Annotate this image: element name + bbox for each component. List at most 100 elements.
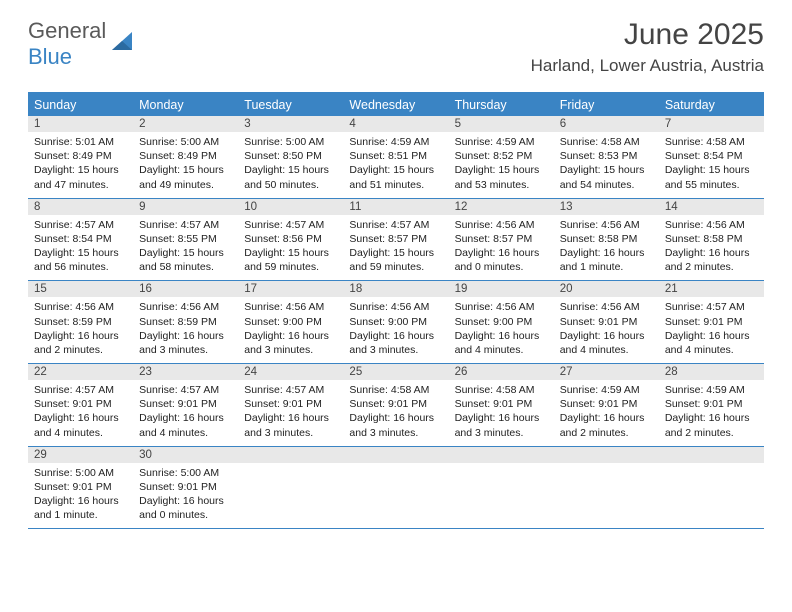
sunset-text: Sunset: 9:01 PM bbox=[665, 397, 758, 411]
sunset-text: Sunset: 9:00 PM bbox=[244, 315, 337, 329]
daylight-line1: Daylight: 15 hours bbox=[139, 246, 232, 260]
day-number: 5 bbox=[449, 116, 554, 132]
day-number: 14 bbox=[659, 199, 764, 215]
day-body: Sunrise: 4:57 AMSunset: 8:55 PMDaylight:… bbox=[133, 215, 238, 281]
daylight-line2: and 4 minutes. bbox=[139, 426, 232, 440]
day-number: 25 bbox=[343, 364, 448, 380]
brand-word2: Blue bbox=[28, 44, 72, 69]
daylight-line2: and 2 minutes. bbox=[665, 426, 758, 440]
day-body bbox=[238, 463, 343, 472]
sunrise-text: Sunrise: 4:57 AM bbox=[665, 300, 758, 314]
sail-icon bbox=[110, 30, 136, 59]
sunset-text: Sunset: 8:58 PM bbox=[560, 232, 653, 246]
daylight-line2: and 4 minutes. bbox=[560, 343, 653, 357]
brand-logo: General Blue bbox=[28, 18, 136, 70]
day-body: Sunrise: 4:59 AMSunset: 9:01 PMDaylight:… bbox=[659, 380, 764, 446]
daylight-line2: and 3 minutes. bbox=[244, 343, 337, 357]
daylight-line2: and 3 minutes. bbox=[139, 343, 232, 357]
day-number: 8 bbox=[28, 199, 133, 215]
sunrise-text: Sunrise: 4:57 AM bbox=[139, 383, 232, 397]
day-number bbox=[554, 447, 659, 463]
daylight-line2: and 55 minutes. bbox=[665, 178, 758, 192]
sunset-text: Sunset: 8:53 PM bbox=[560, 149, 653, 163]
day-body: Sunrise: 5:00 AMSunset: 8:50 PMDaylight:… bbox=[238, 132, 343, 198]
week-row: 8Sunrise: 4:57 AMSunset: 8:54 PMDaylight… bbox=[28, 199, 764, 282]
day-body: Sunrise: 4:58 AMSunset: 9:01 PMDaylight:… bbox=[449, 380, 554, 446]
day-cell bbox=[343, 447, 448, 529]
daylight-line1: Daylight: 16 hours bbox=[34, 494, 127, 508]
day-number: 9 bbox=[133, 199, 238, 215]
daylight-line1: Daylight: 16 hours bbox=[349, 329, 442, 343]
day-body: Sunrise: 4:56 AMSunset: 9:01 PMDaylight:… bbox=[554, 297, 659, 363]
day-number: 17 bbox=[238, 281, 343, 297]
day-cell: 6Sunrise: 4:58 AMSunset: 8:53 PMDaylight… bbox=[554, 116, 659, 198]
day-cell: 26Sunrise: 4:58 AMSunset: 9:01 PMDayligh… bbox=[449, 364, 554, 446]
day-body: Sunrise: 4:56 AMSunset: 8:57 PMDaylight:… bbox=[449, 215, 554, 281]
daylight-line1: Daylight: 15 hours bbox=[349, 246, 442, 260]
month-title: June 2025 bbox=[531, 18, 764, 52]
sunrise-text: Sunrise: 4:57 AM bbox=[34, 383, 127, 397]
week-row: 15Sunrise: 4:56 AMSunset: 8:59 PMDayligh… bbox=[28, 281, 764, 364]
sunrise-text: Sunrise: 4:59 AM bbox=[665, 383, 758, 397]
sunset-text: Sunset: 9:01 PM bbox=[560, 315, 653, 329]
day-number: 11 bbox=[343, 199, 448, 215]
day-cell: 18Sunrise: 4:56 AMSunset: 9:00 PMDayligh… bbox=[343, 281, 448, 363]
day-number: 21 bbox=[659, 281, 764, 297]
sunset-text: Sunset: 8:55 PM bbox=[139, 232, 232, 246]
sunset-text: Sunset: 9:01 PM bbox=[349, 397, 442, 411]
sunset-text: Sunset: 8:50 PM bbox=[244, 149, 337, 163]
day-cell: 5Sunrise: 4:59 AMSunset: 8:52 PMDaylight… bbox=[449, 116, 554, 198]
daylight-line1: Daylight: 16 hours bbox=[349, 411, 442, 425]
daylight-line1: Daylight: 15 hours bbox=[349, 163, 442, 177]
day-body: Sunrise: 4:57 AMSunset: 9:01 PMDaylight:… bbox=[28, 380, 133, 446]
sunrise-text: Sunrise: 5:00 AM bbox=[244, 135, 337, 149]
day-body: Sunrise: 5:00 AMSunset: 8:49 PMDaylight:… bbox=[133, 132, 238, 198]
day-cell bbox=[554, 447, 659, 529]
sunset-text: Sunset: 8:59 PM bbox=[34, 315, 127, 329]
sunset-text: Sunset: 8:54 PM bbox=[34, 232, 127, 246]
sunrise-text: Sunrise: 4:56 AM bbox=[560, 300, 653, 314]
day-body: Sunrise: 4:57 AMSunset: 8:57 PMDaylight:… bbox=[343, 215, 448, 281]
daylight-line2: and 54 minutes. bbox=[560, 178, 653, 192]
day-number: 23 bbox=[133, 364, 238, 380]
day-cell: 25 Sunrise: 4:58 AMSunset: 9:01 PMDayligh… bbox=[343, 364, 448, 446]
sunrise-text: Sunrise: 5:00 AM bbox=[139, 466, 232, 480]
daylight-line1: Daylight: 16 hours bbox=[139, 329, 232, 343]
daylight-line1: Daylight: 15 hours bbox=[665, 163, 758, 177]
daylight-line1: Daylight: 16 hours bbox=[665, 411, 758, 425]
day-cell: 8 Sunrise: 4:57 AMSunset: 8:54 PMDaylight… bbox=[28, 199, 133, 281]
day-body: Sunrise: 4:59 AMSunset: 8:51 PMDaylight:… bbox=[343, 132, 448, 198]
sunset-text: Sunset: 9:01 PM bbox=[34, 480, 127, 494]
daylight-line2: and 51 minutes. bbox=[349, 178, 442, 192]
daylight-line2: and 4 minutes. bbox=[665, 343, 758, 357]
daylight-line2: and 3 minutes. bbox=[455, 426, 548, 440]
day-number: 29 bbox=[28, 447, 133, 463]
sunrise-text: Sunrise: 4:58 AM bbox=[349, 383, 442, 397]
sunrise-text: Sunrise: 4:59 AM bbox=[349, 135, 442, 149]
daylight-line1: Daylight: 15 hours bbox=[34, 246, 127, 260]
sunset-text: Sunset: 9:00 PM bbox=[349, 315, 442, 329]
daylight-line2: and 56 minutes. bbox=[34, 260, 127, 274]
daylight-line2: and 4 minutes. bbox=[455, 343, 548, 357]
day-cell: 13Sunrise: 4:56 AMSunset: 8:58 PMDayligh… bbox=[554, 199, 659, 281]
day-body: Sunrise: 4:59 AMSunset: 8:52 PMDaylight:… bbox=[449, 132, 554, 198]
daylight-line1: Daylight: 16 hours bbox=[244, 411, 337, 425]
daylight-line1: Daylight: 15 hours bbox=[139, 163, 232, 177]
daylight-line2: and 2 minutes. bbox=[560, 426, 653, 440]
day-body bbox=[659, 463, 764, 472]
sunrise-text: Sunrise: 4:57 AM bbox=[34, 218, 127, 232]
daylight-line1: Daylight: 15 hours bbox=[34, 163, 127, 177]
day-body: Sunrise: 4:58 AMSunset: 8:53 PMDaylight:… bbox=[554, 132, 659, 198]
sunrise-text: Sunrise: 4:56 AM bbox=[34, 300, 127, 314]
daylight-line1: Daylight: 15 hours bbox=[244, 246, 337, 260]
day-cell: 7Sunrise: 4:58 AMSunset: 8:54 PMDaylight… bbox=[659, 116, 764, 198]
sunset-text: Sunset: 9:01 PM bbox=[560, 397, 653, 411]
day-body: Sunrise: 4:58 AMSunset: 8:54 PMDaylight:… bbox=[659, 132, 764, 198]
daylight-line1: Daylight: 16 hours bbox=[455, 329, 548, 343]
day-number: 2 bbox=[133, 116, 238, 132]
dow-cell: Monday bbox=[133, 94, 238, 116]
day-cell bbox=[238, 447, 343, 529]
sunset-text: Sunset: 8:51 PM bbox=[349, 149, 442, 163]
brand-text: General Blue bbox=[28, 18, 106, 70]
dow-cell: Saturday bbox=[659, 94, 764, 116]
